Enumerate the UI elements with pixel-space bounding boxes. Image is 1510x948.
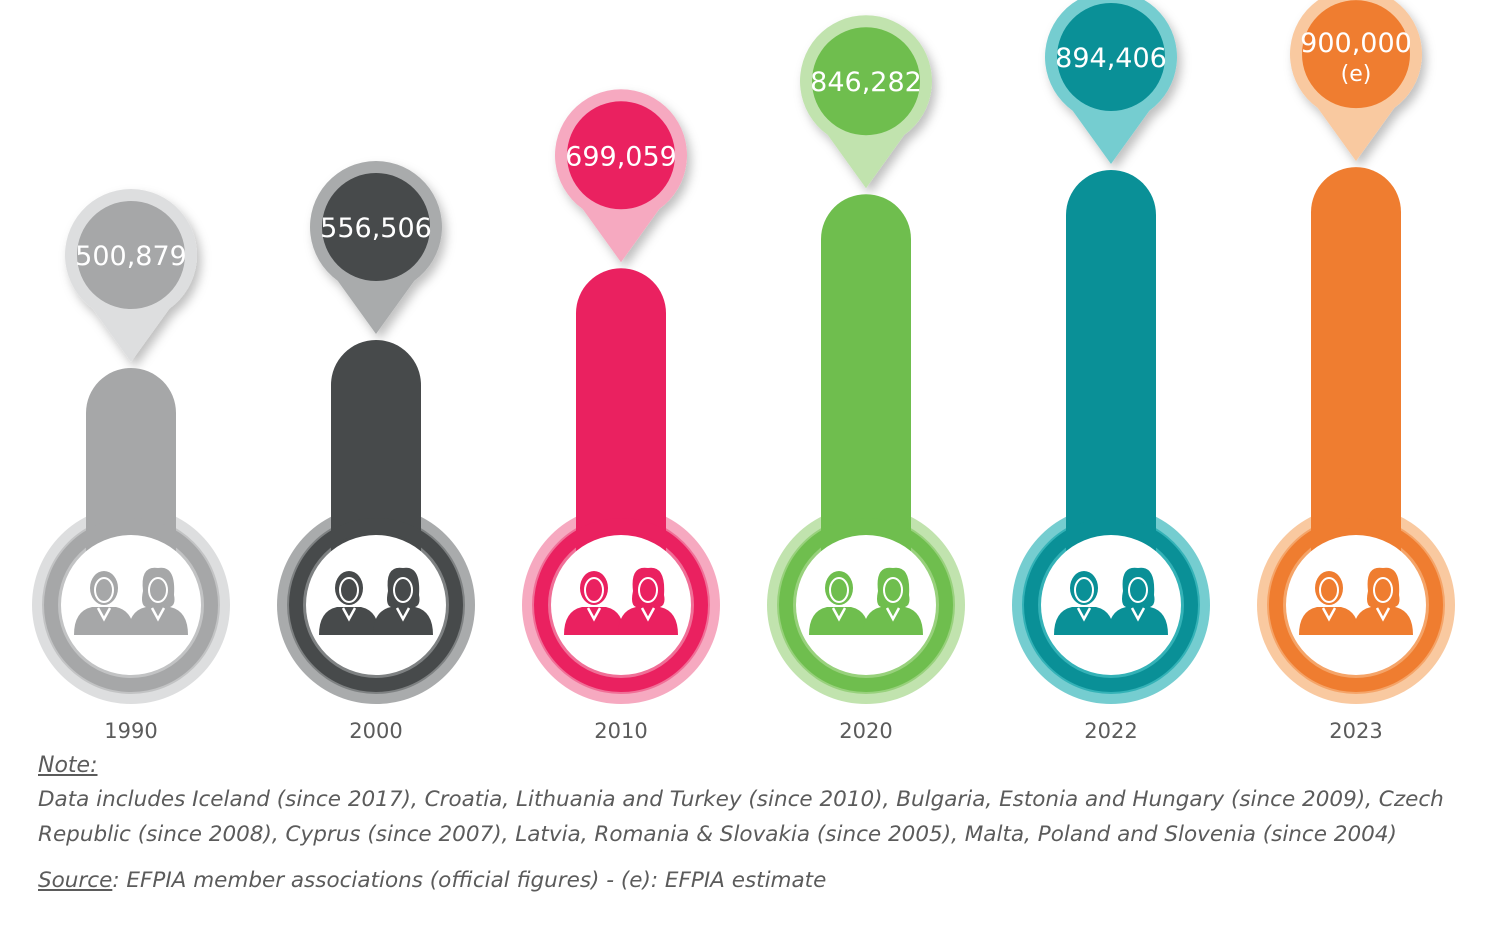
woman-figure bbox=[618, 567, 678, 635]
icon-disc bbox=[1286, 535, 1426, 675]
inner-ring bbox=[1269, 518, 1443, 692]
inner-ring bbox=[1024, 518, 1198, 692]
chart-area: 500,879 1990 556,506 2000 699,059 2010 846,282… bbox=[32, 0, 1455, 743]
man-figure bbox=[564, 571, 624, 635]
chart-column-2010: 699,059 2010 bbox=[522, 89, 720, 743]
figure-collar bbox=[1076, 607, 1092, 622]
year-label: 2020 bbox=[839, 719, 892, 743]
figure-face bbox=[883, 577, 903, 603]
chart-column-1990: 500,879 1990 bbox=[32, 189, 230, 743]
pin-inner-circle bbox=[322, 173, 430, 282]
figure-collar bbox=[395, 607, 411, 622]
bar bbox=[821, 194, 911, 585]
people-icon bbox=[74, 567, 188, 635]
value-label: 699,059 bbox=[565, 141, 677, 172]
icon-disc bbox=[306, 535, 446, 675]
chart-column-2000: 556,506 2000 bbox=[277, 161, 475, 743]
icon-disc bbox=[796, 535, 936, 675]
chart-column-2023: 900,000 (e) 2023 bbox=[1257, 0, 1455, 743]
year-label: 2022 bbox=[1084, 719, 1137, 743]
icon-disc bbox=[551, 535, 691, 675]
woman-figure bbox=[1353, 567, 1413, 635]
year-label: 2000 bbox=[349, 719, 402, 743]
year-label: 1990 bbox=[104, 719, 157, 743]
woman-figure bbox=[863, 567, 923, 635]
icon-disc bbox=[1041, 535, 1181, 675]
figure-face bbox=[638, 577, 658, 603]
pin-inner-circle bbox=[812, 27, 920, 136]
figure-collar bbox=[1375, 607, 1391, 622]
value-label: 894,406 bbox=[1055, 43, 1167, 74]
source-label: Source bbox=[38, 868, 113, 893]
pin-inner-circle bbox=[1302, 0, 1410, 109]
figure-face bbox=[584, 577, 604, 603]
source-text: : EFPIA member associations (official fi… bbox=[112, 868, 827, 893]
value-label: 556,506 bbox=[320, 213, 432, 244]
people-icon bbox=[319, 567, 433, 635]
value-label: 900,000 bbox=[1300, 28, 1412, 59]
figure-collar bbox=[885, 607, 901, 622]
figure-face bbox=[94, 577, 114, 603]
figure-collar bbox=[640, 607, 656, 622]
value-label: 500,879 bbox=[75, 241, 187, 272]
value-sublabel: (e) bbox=[1341, 62, 1372, 87]
people-icon bbox=[1299, 567, 1413, 635]
woman-figure bbox=[128, 567, 188, 635]
figure-face bbox=[1319, 577, 1339, 603]
pin-inner-circle bbox=[567, 101, 675, 210]
figure-collar bbox=[586, 607, 602, 622]
bar bbox=[1066, 170, 1156, 585]
pin-inner-circle bbox=[77, 201, 185, 309]
notes-section: Note: Data includes Iceland (since 2017)… bbox=[38, 750, 1478, 898]
figure-collar bbox=[150, 607, 166, 622]
man-figure bbox=[319, 571, 379, 635]
value-label: 846,282 bbox=[810, 67, 922, 98]
note-label: Note: bbox=[38, 753, 98, 778]
man-figure bbox=[809, 571, 869, 635]
figure-collar bbox=[96, 607, 112, 622]
figure-collar bbox=[831, 607, 847, 622]
woman-figure bbox=[373, 567, 433, 635]
employment-chart: 500,879 1990 556,506 2000 699,059 2010 846,282… bbox=[32, 0, 1455, 743]
pin-inner-circle bbox=[1057, 3, 1165, 111]
inner-ring bbox=[289, 518, 463, 692]
man-figure bbox=[1054, 571, 1114, 635]
bar bbox=[1311, 167, 1401, 586]
man-figure bbox=[74, 571, 134, 635]
people-icon bbox=[809, 567, 923, 635]
icon-disc bbox=[61, 535, 201, 675]
chart-column-2020: 846,282 2020 bbox=[767, 15, 965, 743]
people-icon bbox=[564, 567, 678, 635]
figure-collar bbox=[341, 607, 357, 622]
figure-face bbox=[829, 577, 849, 603]
bar bbox=[576, 268, 666, 585]
man-figure bbox=[1299, 571, 1359, 635]
people-icon bbox=[1054, 567, 1168, 635]
inner-ring bbox=[44, 518, 218, 692]
inner-ring bbox=[779, 518, 953, 692]
figure-collar bbox=[1130, 607, 1146, 622]
figure-face bbox=[1128, 577, 1148, 603]
source-line: Source: EFPIA member associations (offic… bbox=[38, 864, 1478, 898]
chart-column-2022: 894,406 2022 bbox=[1012, 0, 1210, 743]
year-label: 2010 bbox=[594, 719, 647, 743]
note-text: Data includes Iceland (since 2017), Croa… bbox=[38, 787, 1444, 847]
year-label: 2023 bbox=[1329, 719, 1382, 743]
inner-ring bbox=[534, 518, 708, 692]
woman-figure bbox=[1108, 567, 1168, 635]
figure-collar bbox=[1321, 607, 1337, 622]
figure-face bbox=[148, 577, 168, 603]
figure-face bbox=[393, 577, 413, 603]
figure-face bbox=[339, 577, 359, 603]
figure-face bbox=[1373, 577, 1393, 603]
figure-face bbox=[1074, 577, 1094, 603]
